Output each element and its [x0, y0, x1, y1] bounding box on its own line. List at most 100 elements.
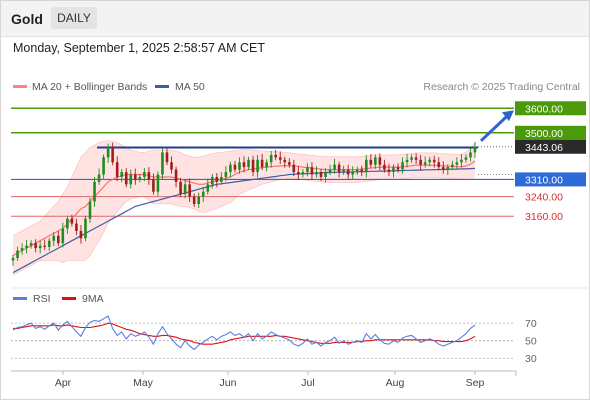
legend-swatch-rsi — [13, 297, 27, 300]
candle — [328, 164, 332, 175]
candle — [287, 158, 291, 168]
candle — [324, 168, 327, 183]
candle — [410, 154, 413, 163]
x-tick-label: Aug — [386, 377, 405, 389]
candle — [310, 162, 314, 180]
candle — [333, 158, 336, 174]
candle — [224, 166, 228, 182]
legend-label-bollinger: MA 20 + Bollinger Bands — [32, 81, 147, 93]
candle — [56, 230, 60, 247]
candle — [75, 218, 78, 236]
candle — [283, 156, 287, 168]
candle — [147, 167, 151, 185]
candle — [183, 179, 187, 199]
candle — [165, 147, 169, 166]
candle — [229, 161, 232, 178]
target-box-3500.00 — [515, 125, 586, 140]
candle — [292, 159, 296, 177]
candle — [174, 166, 178, 188]
candle — [378, 153, 382, 171]
target-box-3600.00 — [515, 101, 586, 116]
candles — [11, 141, 477, 266]
candle — [460, 153, 463, 168]
candle — [179, 177, 182, 198]
x-tick-label: Sep — [466, 377, 485, 389]
candle — [260, 153, 264, 171]
candle — [206, 178, 210, 195]
candle — [315, 166, 318, 178]
candle — [20, 243, 24, 255]
candle — [464, 154, 468, 163]
candle — [29, 240, 33, 249]
candle — [97, 168, 101, 185]
candle — [374, 154, 377, 169]
candle — [473, 141, 477, 158]
last-price-box — [515, 139, 586, 154]
bollinger-upper-line — [12, 140, 476, 237]
target-label-3500.00: 3500.00 — [525, 128, 563, 140]
candle — [215, 173, 219, 188]
candle — [251, 155, 255, 177]
candle — [392, 164, 395, 178]
candle — [47, 237, 51, 252]
candle — [143, 168, 146, 182]
candle — [16, 246, 19, 261]
candle — [25, 239, 28, 254]
x-tick-label: Apr — [55, 377, 72, 389]
pivot-label: 3310.00 — [525, 174, 563, 186]
rsi-tick-50: 50 — [525, 336, 537, 348]
legend-label-rsi: RSI — [33, 293, 51, 305]
candle — [70, 214, 74, 227]
candle — [88, 197, 92, 223]
candle — [360, 165, 364, 177]
candle — [220, 172, 223, 185]
support-label-3160.00: 3160.00 — [525, 211, 563, 223]
candle — [469, 148, 472, 162]
candle — [319, 169, 323, 182]
candle — [61, 222, 65, 248]
candle — [401, 157, 404, 174]
candle — [247, 156, 250, 171]
candle — [170, 156, 173, 174]
candle — [396, 163, 400, 173]
candle — [120, 169, 124, 183]
candle — [387, 163, 391, 177]
candle — [111, 142, 114, 166]
candle — [84, 215, 87, 242]
candle — [79, 225, 83, 244]
candle — [138, 174, 142, 183]
candle — [369, 153, 373, 168]
legend-swatch-ma9 — [62, 297, 76, 300]
timeframe-button[interactable]: DAILY — [51, 7, 97, 29]
candle — [337, 161, 341, 178]
candle — [102, 154, 105, 179]
x-tick-label: Jul — [301, 377, 314, 389]
candle — [192, 193, 196, 207]
candle — [156, 171, 160, 196]
candle — [129, 169, 133, 189]
candle — [405, 153, 409, 168]
rsi-legend: RSI 9MA — [13, 293, 104, 305]
rsi-tick-70: 70 — [525, 318, 537, 330]
candle — [233, 160, 237, 173]
candle — [34, 239, 37, 253]
candle — [274, 149, 278, 161]
candle — [351, 166, 355, 180]
candle — [210, 174, 214, 189]
candle — [265, 159, 268, 172]
candle — [256, 154, 259, 178]
level-labels: 3600.00 3500.00 3443.06 3310.00 3240.00 3160.… — [479, 101, 586, 223]
legend-swatch-ma50 — [155, 85, 169, 88]
candle — [383, 159, 386, 173]
candle — [432, 155, 436, 168]
candle — [455, 157, 459, 169]
x-axis: Apr May Jun Jul Aug Sep — [11, 370, 517, 389]
candle — [242, 156, 246, 173]
legend-label-ma9: 9MA — [82, 293, 104, 305]
target-label-3600.00: 3600.00 — [525, 103, 563, 115]
candle — [419, 154, 422, 171]
candle — [346, 164, 350, 179]
candle — [364, 154, 368, 178]
candle — [11, 254, 15, 266]
candle — [124, 168, 128, 188]
